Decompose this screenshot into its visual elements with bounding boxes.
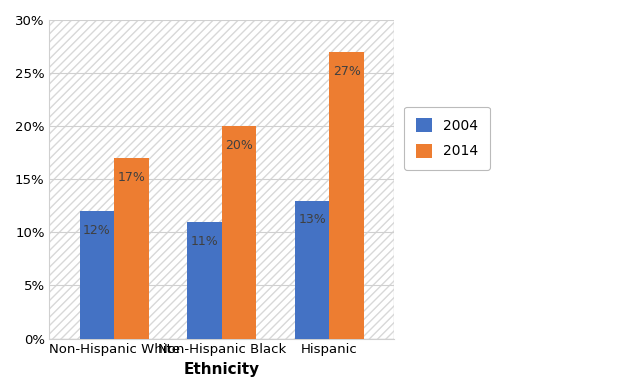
Bar	[188, 222, 222, 339]
Text: 13%: 13%	[299, 213, 326, 226]
Bar	[80, 211, 114, 339]
X-axis label: Ethnicity: Ethnicity	[184, 362, 260, 377]
Text: 20%: 20%	[225, 139, 253, 152]
Text: 11%: 11%	[191, 234, 218, 247]
Bar	[114, 158, 149, 339]
Bar	[295, 201, 329, 339]
Bar	[329, 52, 364, 339]
Text: 27%: 27%	[333, 65, 361, 78]
Bar	[222, 126, 256, 339]
Text: 17%: 17%	[117, 171, 145, 184]
Legend: 2004, 2014: 2004, 2014	[405, 107, 490, 169]
Text: 12%: 12%	[83, 224, 110, 237]
